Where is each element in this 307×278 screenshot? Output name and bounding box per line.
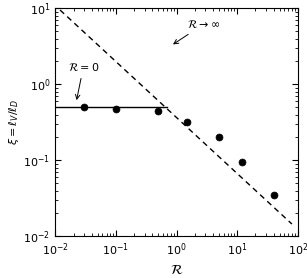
Point [271, 193, 276, 197]
Point [185, 120, 190, 124]
Y-axis label: $\xi = \ell_V / \ell_D$: $\xi = \ell_V / \ell_D$ [7, 99, 21, 145]
Point [216, 135, 221, 140]
Point [156, 109, 161, 114]
X-axis label: $\mathcal{R}$: $\mathcal{R}$ [170, 263, 183, 277]
Text: $\mathcal{R}\rightarrow\infty$: $\mathcal{R}\rightarrow\infty$ [174, 18, 220, 44]
Point [113, 106, 118, 111]
Point [239, 160, 244, 164]
Text: $\mathcal{R}=0$: $\mathcal{R}=0$ [68, 61, 99, 99]
Point [82, 105, 87, 110]
